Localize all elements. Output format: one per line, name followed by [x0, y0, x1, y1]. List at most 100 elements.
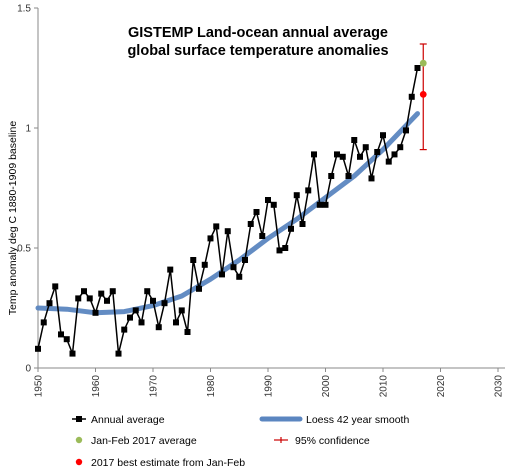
annual-point — [167, 266, 174, 273]
annual-point — [362, 144, 369, 151]
annual-point — [397, 144, 404, 151]
annual-point — [311, 151, 317, 158]
annual-point — [391, 151, 398, 158]
chart-title-line2: global surface temperature anomalies — [127, 43, 388, 59]
annual-point — [368, 175, 375, 182]
legend-item-confidence: 95% confidence — [274, 435, 370, 447]
annual-point — [242, 257, 248, 263]
annual-point — [98, 290, 105, 297]
annual-point — [201, 261, 208, 268]
annual-point — [351, 137, 358, 143]
annual-series — [35, 65, 421, 357]
annual-point — [121, 326, 128, 333]
legend-janfeb-label: Jan-Feb 2017 average — [91, 435, 197, 447]
annual-point — [219, 271, 225, 278]
annual-point — [247, 221, 254, 227]
annual-point — [196, 285, 202, 292]
annual-point — [69, 350, 76, 357]
legend-item-loess: Loess 42 year smooth — [259, 414, 409, 426]
annual-point — [46, 300, 53, 307]
y-tick-label: 1.5 — [17, 4, 31, 15]
loess-series — [35, 111, 420, 316]
annual-point — [173, 319, 179, 326]
annual-point — [253, 209, 260, 215]
legend-item-best: 2017 best estimate from Jan-Feb — [75, 457, 245, 469]
legend-confidence-label: 95% confidence — [295, 435, 370, 447]
annual-point — [92, 309, 99, 316]
annual-point — [86, 295, 93, 302]
best-estimate-2017-point — [419, 91, 427, 98]
annual-point — [224, 228, 231, 235]
annual-point — [207, 235, 214, 242]
annual-point — [178, 307, 185, 314]
y-tick-label: 0.5 — [17, 244, 31, 255]
legend: Annual average Loess 42 year smooth Jan-… — [72, 414, 409, 469]
annual-point — [380, 132, 386, 139]
annual-point — [408, 93, 415, 100]
x-tick-label: 1970 — [149, 375, 160, 398]
annual-point — [35, 345, 41, 352]
annual-point — [150, 297, 156, 304]
y-tick-label: 0 — [25, 364, 31, 375]
annual-point — [138, 319, 145, 326]
legend-item-janfeb: Jan-Feb 2017 average — [75, 435, 197, 447]
y-axis-label: Temp anomaly deg C 1880-1909 baseline — [7, 121, 19, 316]
legend-best-marker — [75, 458, 83, 466]
annual-point — [265, 197, 271, 203]
legend-best-label: 2017 best estimate from Jan-Feb — [91, 457, 245, 469]
annual-point — [339, 153, 346, 160]
annual-point — [374, 149, 381, 155]
annual-point — [328, 173, 335, 179]
annual-point — [75, 295, 82, 302]
annual-point — [155, 324, 162, 331]
janfeb-2017-point — [419, 59, 427, 67]
annual-point — [144, 288, 151, 295]
annual-point — [104, 297, 110, 304]
loess-line — [35, 111, 420, 316]
annual-point — [334, 151, 340, 158]
annual-point — [40, 319, 47, 326]
annual-point — [63, 336, 70, 343]
annual-point — [288, 225, 294, 232]
x-tick-label: 2030 — [494, 375, 505, 398]
annual-point — [357, 153, 363, 160]
x-tick-group: 1950 1960 1970 1980 1990 2000 2010 2020 2030 — [34, 368, 505, 397]
annual-point — [190, 257, 197, 263]
annual-point — [115, 350, 122, 357]
annual-point — [52, 283, 59, 290]
annual-point — [132, 307, 139, 314]
legend-loess-label: Loess 42 year smooth — [306, 414, 409, 426]
x-tick-label: 2000 — [321, 375, 332, 398]
y-tick-label: 1 — [25, 124, 31, 135]
x-tick-label: 2020 — [436, 375, 447, 398]
annual-point — [230, 264, 237, 271]
annual-point — [259, 233, 266, 239]
legend-annual-label: Annual average — [91, 414, 165, 426]
x-tick-label: 1950 — [34, 375, 45, 398]
x-tick-label: 2010 — [379, 375, 390, 398]
x-tick-label: 1960 — [91, 375, 102, 398]
legend-item-annual: Annual average — [72, 414, 165, 426]
annual-point — [270, 201, 277, 208]
x-tick-label: 1990 — [264, 375, 275, 398]
annual-point — [403, 127, 409, 134]
chart-title-line1: GISTEMP Land-ocean annual average — [128, 25, 388, 41]
annual-point — [282, 245, 289, 251]
annual-point — [109, 288, 116, 295]
x-tick-label: 1980 — [206, 375, 217, 398]
annual-point — [236, 273, 243, 280]
annual-point — [58, 331, 64, 338]
annual-point — [161, 300, 168, 307]
legend-annual-marker — [76, 416, 82, 422]
legend-janfeb-marker — [75, 436, 83, 444]
annual-point — [276, 247, 283, 254]
annual-point — [127, 314, 133, 321]
annual-point — [414, 65, 421, 71]
annual-point — [299, 221, 306, 227]
estimate-points-group — [419, 59, 427, 98]
annual-point — [316, 201, 323, 208]
annual-point — [322, 201, 329, 208]
annual-point — [81, 288, 87, 295]
annual-point — [293, 192, 300, 199]
